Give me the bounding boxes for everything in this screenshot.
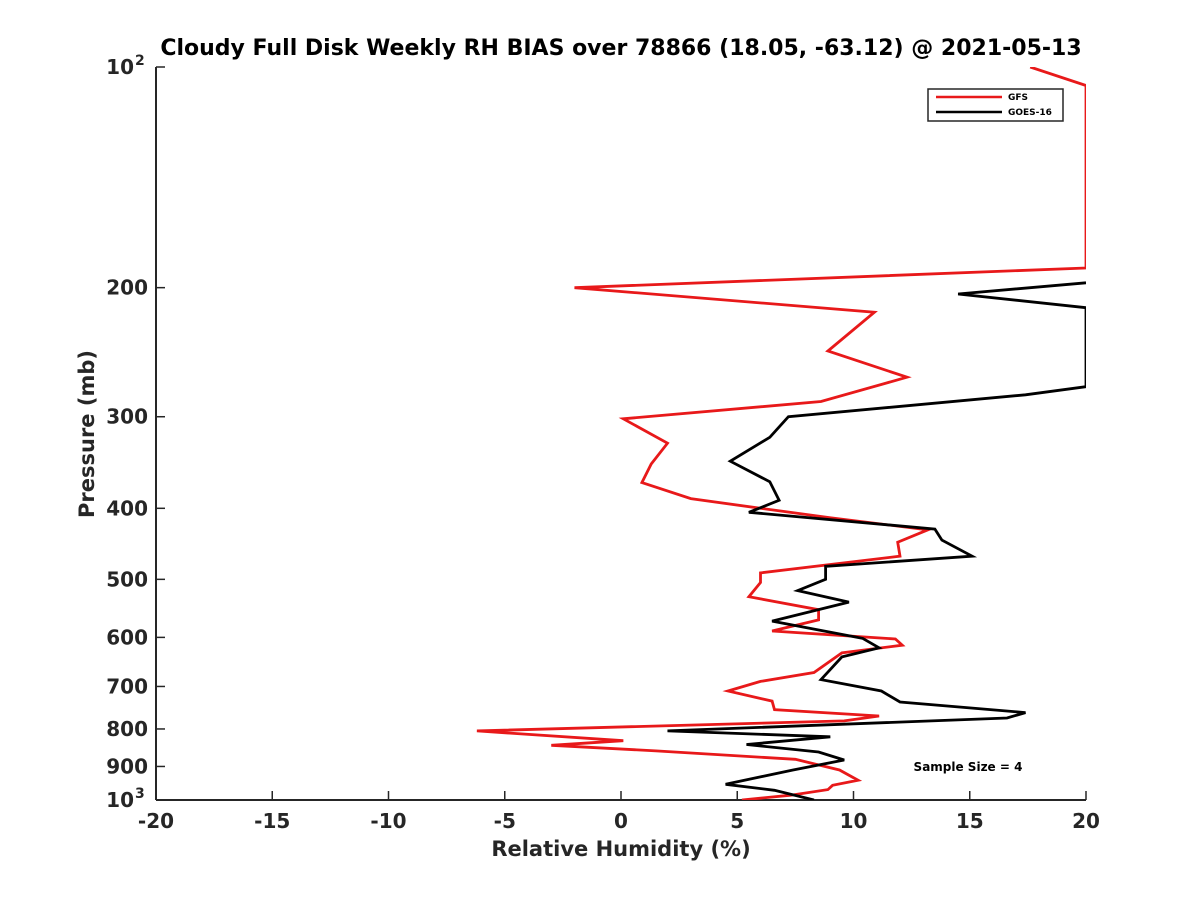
- x-tick-label: 15: [956, 809, 984, 833]
- legend-box: [927, 88, 1064, 122]
- legend-label-goes16: GOES-16: [1008, 108, 1052, 118]
- legend-label-gfs: GFS: [1008, 93, 1028, 103]
- y-tick-label: 600: [106, 625, 148, 649]
- x-tick-label: -15: [254, 809, 290, 833]
- x-tick-label: 10: [840, 809, 868, 833]
- chart-title: Cloudy Full Disk Weekly RH BIAS over 788…: [160, 36, 1081, 61]
- x-tick-label: -5: [494, 809, 516, 833]
- y-tick-label: 10: [106, 55, 134, 79]
- x-tick-label: -20: [138, 809, 174, 833]
- y-tick-label: 400: [106, 496, 148, 520]
- y-tick-label: 10: [106, 788, 134, 812]
- x-tick-label: 20: [1072, 809, 1100, 833]
- y-tick-label: 700: [106, 674, 148, 698]
- x-axis-label: Relative Humidity (%): [491, 837, 750, 861]
- x-tick-label: 5: [730, 809, 744, 833]
- x-ticks: -20 -15 -10 -5 0 5 10 15 20: [138, 791, 1100, 833]
- legend: GFS GOES-16: [927, 88, 1064, 122]
- series-line-gfs: [476, 67, 1086, 800]
- y-tick-exponent: 2: [135, 53, 145, 69]
- x-tick-label: 0: [614, 809, 628, 833]
- x-tick-label: -10: [370, 809, 406, 833]
- y-axis-label: Pressure (mb): [75, 350, 99, 518]
- y-tick-label: 900: [106, 754, 148, 778]
- series-line-goes16: [667, 281, 1086, 800]
- y-tick-label: 800: [106, 717, 148, 741]
- sample-size-annotation: Sample Size = 4: [914, 760, 1023, 774]
- y-tick-label: 500: [106, 567, 148, 591]
- series-layer: [476, 67, 1086, 800]
- y-tick-exponent: 3: [135, 786, 145, 802]
- axes: [155, 67, 1086, 801]
- y-tick-label: 300: [106, 405, 148, 429]
- y-tick-label: 200: [106, 276, 148, 300]
